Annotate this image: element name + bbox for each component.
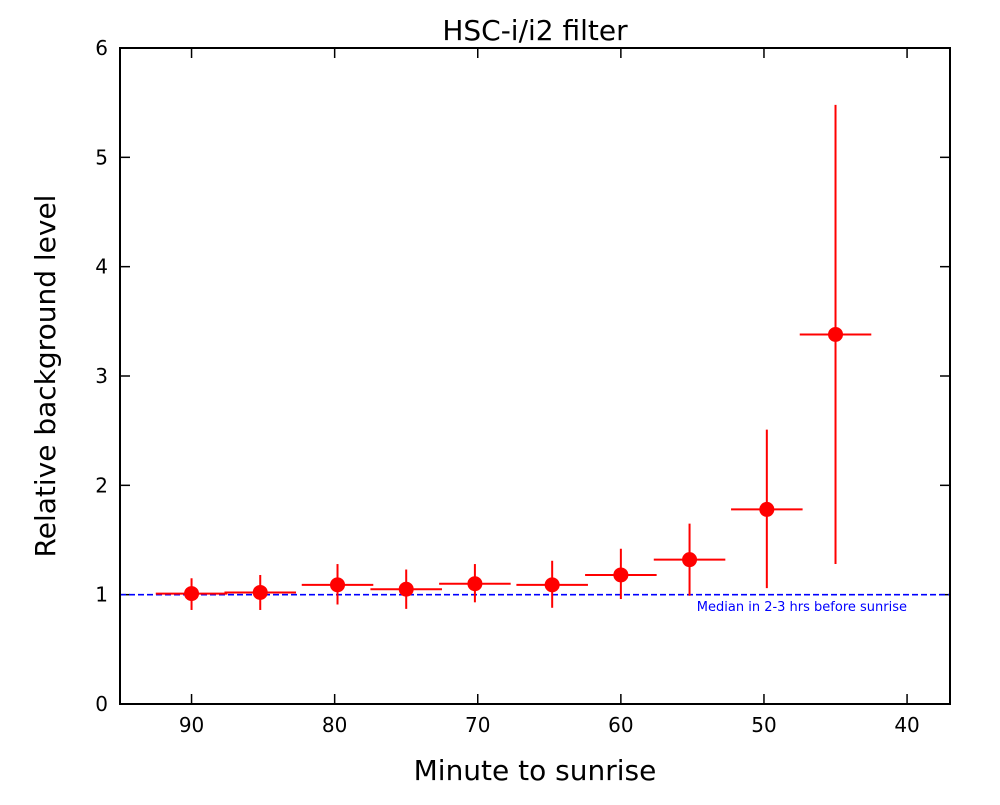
data-point bbox=[330, 577, 346, 593]
y-tick-label: 0 bbox=[95, 692, 108, 716]
x-tick-label: 50 bbox=[751, 713, 776, 737]
y-tick-label: 3 bbox=[95, 364, 108, 388]
reference-line-label: Median in 2-3 hrs before sunrise bbox=[697, 600, 907, 615]
x-axis-label: Minute to sunrise bbox=[414, 754, 657, 787]
data-point bbox=[398, 581, 414, 597]
plot-frame bbox=[119, 47, 951, 705]
data-point bbox=[184, 586, 200, 602]
y-axis-label: Relative background level bbox=[29, 195, 62, 558]
data-point bbox=[759, 501, 775, 517]
x-tick-label: 60 bbox=[608, 713, 633, 737]
data-point bbox=[613, 567, 629, 583]
data-point bbox=[467, 576, 483, 592]
x-tick-label: 90 bbox=[179, 713, 204, 737]
x-tick-label: 80 bbox=[322, 713, 347, 737]
data-point bbox=[252, 584, 268, 600]
y-tick-label: 5 bbox=[95, 145, 108, 169]
y-tick-label: 2 bbox=[95, 473, 108, 497]
chart-title: HSC-i/i2 filter bbox=[442, 14, 628, 47]
x-tick-label: 70 bbox=[465, 713, 490, 737]
y-tick-label: 6 bbox=[95, 36, 108, 60]
y-tick-label: 1 bbox=[95, 583, 108, 607]
data-point bbox=[828, 326, 844, 342]
data-point bbox=[682, 552, 698, 568]
y-tick-label: 4 bbox=[95, 255, 108, 279]
data-point bbox=[544, 577, 560, 593]
x-tick-label: 40 bbox=[894, 713, 919, 737]
